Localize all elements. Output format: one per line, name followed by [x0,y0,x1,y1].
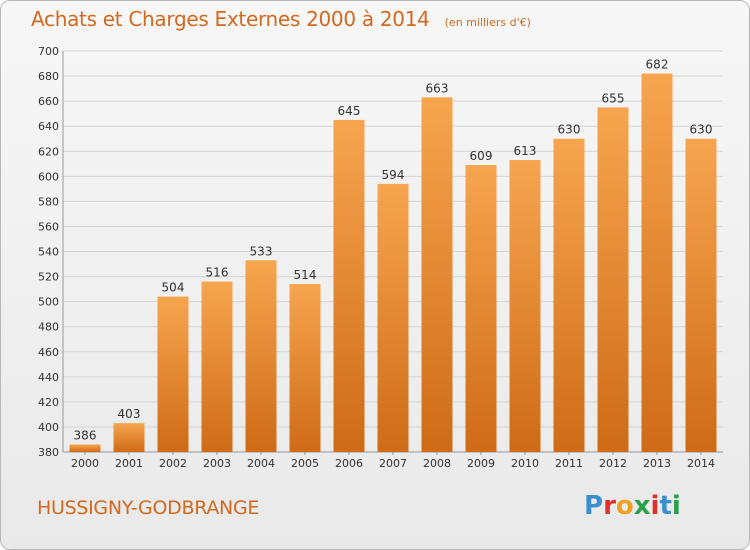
data-label: 386 [74,428,97,442]
y-tick-label: 700 [38,45,59,58]
y-tick-label: 520 [38,271,59,284]
bar-2008 [421,97,453,452]
x-tick-label: 2008 [423,457,451,470]
bar-2011 [553,138,585,452]
chart-title: Achats et Charges Externes 2000 à 2014 [31,7,430,31]
bar-2006 [333,119,365,452]
bar-2002 [157,296,189,452]
x-tick-label: 2000 [71,457,99,470]
data-labels: 386 403 504 516 533 514 645 594 663 609 613 630 655 6… [74,58,713,443]
bar-2009 [465,165,497,453]
y-tick-label: 640 [38,120,59,133]
chart-subtitle: (en milliers d'€) [444,16,531,29]
logo-letter: r [603,491,616,521]
y-tick-label: 580 [38,195,59,208]
data-label: 514 [294,268,317,282]
logo-letter: P [584,491,604,521]
y-tick-label: 680 [38,70,59,83]
data-label: 403 [118,407,141,421]
x-tick-label: 2007 [379,457,407,470]
x-tick-label: 2010 [511,457,539,470]
data-label: 594 [382,168,405,182]
y-tick-label: 460 [38,346,59,359]
bars [69,73,717,453]
bar-2004 [245,260,277,452]
x-tick-label: 2005 [291,457,319,470]
y-tick-label: 600 [38,170,59,183]
bar-2012 [597,107,629,452]
x-tick-label: 2004 [247,457,275,470]
y-tick-label: 440 [38,371,59,384]
x-tick-label: 2012 [599,457,627,470]
y-tick-label: 540 [38,246,59,259]
data-label: 645 [338,104,361,118]
data-label: 663 [426,81,449,95]
y-tick-label: 560 [38,220,59,233]
data-label: 613 [514,144,537,158]
logo-letter: i [650,491,660,521]
x-tick-label: 2013 [643,457,671,470]
bar-2001 [113,423,145,452]
logo-letter: t [659,491,672,521]
axes: 380 400 420 440 460 480 500 520 540 560 580 600 620 6… [38,45,723,470]
y-tick-label: 420 [38,396,59,409]
y-tick-label: 480 [38,321,59,334]
data-label: 655 [602,91,625,105]
logo-letter: x [633,491,651,521]
x-tick-label: 2014 [687,457,715,470]
bar-2010 [509,160,541,452]
x-tick-label: 2001 [115,457,143,470]
y-tick-label: 620 [38,145,59,158]
data-label: 516 [206,266,229,280]
data-label: 533 [250,244,273,258]
data-label: 630 [558,123,581,137]
y-tick-label: 660 [38,95,59,108]
bar-2005 [289,284,321,452]
y-tick-label: 380 [38,446,59,459]
data-label: 682 [646,58,669,72]
data-label: 504 [162,281,185,295]
bar-2013 [641,73,673,453]
bar-2003 [201,281,233,452]
logo-letter: i [671,491,681,521]
x-tick-label: 2009 [467,457,495,470]
data-label: 630 [690,123,713,137]
x-tick-label: 2011 [555,457,583,470]
y-tick-label: 400 [38,421,59,434]
x-tick-label: 2002 [159,457,187,470]
y-tick-label: 500 [38,296,59,309]
x-tick-label: 2003 [203,457,231,470]
title-row: Achats et Charges Externes 2000 à 2014 (… [31,7,531,31]
data-label: 609 [470,149,493,163]
bar-2014 [685,138,717,452]
x-tick-label: 2006 [335,457,363,470]
logo-letter: o [615,491,634,521]
proxiti-logo[interactable]: Proxiti [584,491,681,521]
bar-2000 [69,444,101,452]
bar-2007 [377,183,409,453]
commune-name: HUSSIGNY-GODBRANGE [37,497,260,519]
